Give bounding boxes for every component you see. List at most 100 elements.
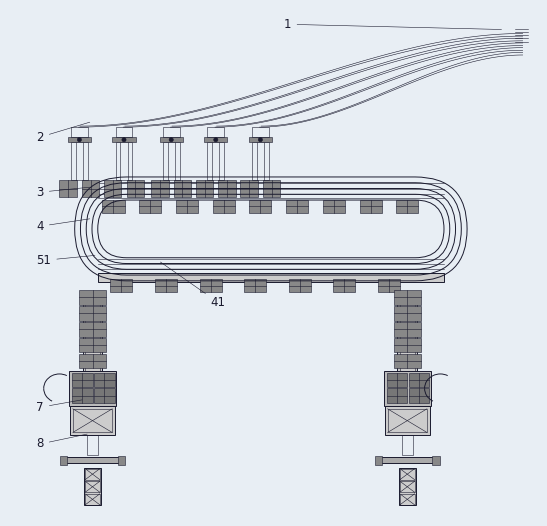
Circle shape (169, 138, 173, 142)
FancyBboxPatch shape (100, 202, 442, 256)
Circle shape (214, 138, 218, 142)
Text: 51: 51 (37, 254, 95, 267)
Bar (289, 279, 311, 292)
Bar (79, 306, 106, 321)
Text: 1: 1 (284, 18, 502, 31)
Bar (60, 456, 67, 465)
Bar (84, 468, 101, 505)
Bar (387, 372, 408, 387)
Text: 2: 2 (37, 122, 90, 144)
Bar (174, 180, 191, 197)
Bar (383, 370, 431, 406)
Bar (85, 481, 100, 492)
Bar (118, 456, 125, 465)
Bar (82, 180, 100, 197)
Bar (102, 200, 125, 213)
Bar (152, 180, 168, 197)
Bar (72, 388, 92, 403)
Bar (87, 435, 98, 455)
Bar (241, 180, 258, 197)
Bar (394, 338, 421, 352)
Bar (249, 137, 272, 143)
Bar (139, 200, 161, 213)
Bar (68, 137, 91, 143)
Bar (113, 137, 136, 143)
Bar (378, 279, 400, 292)
Bar (176, 200, 198, 213)
Bar (71, 127, 88, 137)
Bar (399, 468, 416, 505)
Bar (196, 180, 213, 197)
Bar (85, 291, 100, 370)
Bar (400, 494, 415, 505)
Bar (218, 180, 236, 197)
Bar (333, 279, 356, 292)
Bar (79, 338, 106, 352)
Bar (71, 143, 88, 180)
Bar (394, 306, 421, 321)
Bar (73, 409, 112, 432)
Text: 4: 4 (37, 219, 90, 233)
Bar (396, 200, 418, 213)
Bar (72, 372, 92, 387)
Bar (70, 406, 115, 435)
Bar (204, 137, 228, 143)
Bar (375, 456, 382, 465)
Circle shape (122, 138, 126, 142)
Bar (160, 137, 183, 143)
Bar (207, 143, 224, 180)
Bar (207, 127, 224, 137)
Bar (213, 200, 235, 213)
Bar (94, 388, 114, 403)
Bar (400, 469, 415, 480)
Bar (115, 127, 132, 137)
Circle shape (258, 138, 263, 142)
Bar (79, 354, 106, 368)
Bar (397, 291, 417, 370)
Bar (155, 279, 177, 292)
Bar (286, 200, 308, 213)
Bar (252, 127, 269, 137)
Bar (94, 372, 114, 387)
Bar (60, 180, 77, 197)
Bar (394, 322, 421, 337)
Bar (359, 200, 382, 213)
Bar (409, 388, 429, 403)
Bar (126, 180, 144, 197)
Bar (163, 127, 179, 137)
Bar (79, 290, 106, 305)
Bar (69, 370, 116, 406)
Bar (388, 409, 427, 432)
Text: 41: 41 (160, 262, 225, 309)
Text: 8: 8 (37, 434, 87, 450)
Bar (385, 406, 429, 435)
Bar (83, 291, 102, 370)
Bar (79, 322, 106, 337)
Circle shape (77, 138, 82, 142)
Bar (85, 494, 100, 505)
Bar (401, 435, 413, 455)
Bar (400, 481, 415, 492)
Bar (66, 457, 119, 463)
Bar (104, 180, 121, 197)
Bar (244, 279, 266, 292)
Bar (249, 200, 271, 213)
Bar (387, 388, 408, 403)
Bar (200, 279, 222, 292)
Text: 3: 3 (37, 186, 90, 199)
Bar (400, 291, 415, 370)
Bar (263, 180, 280, 197)
Bar (394, 354, 421, 368)
Bar (323, 200, 345, 213)
Bar (163, 143, 179, 180)
Bar (394, 290, 421, 305)
Bar (381, 457, 434, 463)
Bar (110, 279, 132, 292)
Bar (252, 143, 269, 180)
Bar (98, 274, 444, 282)
Bar (115, 143, 132, 180)
Text: 7: 7 (37, 400, 82, 414)
Bar (85, 469, 100, 480)
Bar (409, 372, 429, 387)
Bar (433, 456, 440, 465)
